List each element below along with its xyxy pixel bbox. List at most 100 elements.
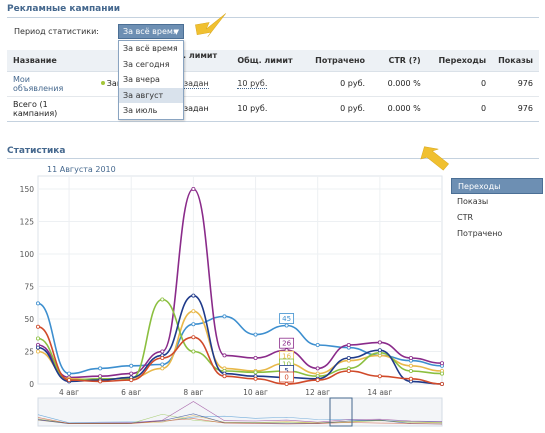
col-name: Название <box>7 50 89 72</box>
series-point <box>253 376 258 381</box>
stats-menu-clicks[interactable]: Переходы <box>451 178 543 194</box>
period-option-all[interactable]: За всё время <box>123 44 178 53</box>
data-label: 45 <box>279 313 295 324</box>
y-tick-label: 150 <box>20 185 35 194</box>
y-tick-label: 75 <box>24 283 34 292</box>
data-label-box <box>279 337 295 349</box>
series-point <box>36 301 41 306</box>
series-point <box>160 362 165 367</box>
data-label: 0 <box>279 371 295 383</box>
series-point <box>67 371 72 376</box>
data-label-text: 26 <box>282 340 291 348</box>
series-point <box>346 368 351 373</box>
period-option-july[interactable]: За июль <box>123 106 158 116</box>
y-tick-label: 25 <box>24 348 34 357</box>
campaigns-rule <box>7 17 539 18</box>
data-label-text: 0 <box>284 374 288 382</box>
series-point <box>36 324 41 329</box>
statistics-title: Статистика <box>7 146 66 156</box>
chart-navigator[interactable] <box>37 397 443 427</box>
total-ctr: 0.000 % <box>371 96 427 122</box>
series-point <box>129 371 134 376</box>
chart-date: 11 Августа 2010 <box>47 165 116 174</box>
status-dot-icon <box>100 81 105 85</box>
series-point <box>315 366 320 371</box>
series-line-3 <box>37 298 443 381</box>
series-point <box>284 323 289 328</box>
x-tick-label: 4 авг <box>59 388 79 397</box>
series-point <box>222 314 227 319</box>
series-point <box>98 379 103 384</box>
series-point <box>98 366 103 371</box>
y-tick-label: 50 <box>24 315 34 324</box>
stats-menu-views[interactable]: Показы <box>457 197 489 206</box>
navigator-window[interactable] <box>329 397 353 427</box>
stats-menu-ctr[interactable]: CTR <box>457 213 474 222</box>
series-point <box>222 374 227 379</box>
campaign-name-link[interactable]: Мои объявления <box>13 74 64 93</box>
series-point <box>191 293 196 298</box>
series-point <box>377 374 382 379</box>
total-spent: 0 руб. <box>305 96 372 122</box>
stats-menu: Переходы Показы CTR Потрачено <box>451 178 543 242</box>
stats-menu-spent[interactable]: Потрачено <box>457 229 503 238</box>
row-name[interactable]: Мои объявления <box>7 71 89 97</box>
series-point <box>191 335 196 340</box>
table-header-row: Название Дн. лимит (?) Общ. лимит Потрач… <box>7 50 539 72</box>
series-line-4 <box>37 294 443 385</box>
day-limit-value[interactable]: Не задан <box>170 79 209 89</box>
series-point <box>408 363 413 368</box>
statistics-rule <box>7 158 539 159</box>
total-clicks: 0 <box>426 96 493 122</box>
series-point <box>191 349 196 354</box>
period-select[interactable]: За всё время ▼ <box>118 24 184 39</box>
series-point <box>439 371 444 376</box>
col-clicks: Переходы <box>426 50 493 72</box>
navigator-line-1 <box>37 401 443 424</box>
series-point <box>439 361 444 366</box>
series-point <box>408 368 413 373</box>
series-point <box>377 340 382 345</box>
series-point <box>191 322 196 327</box>
data-label-box <box>279 371 295 383</box>
series-point <box>377 348 382 353</box>
pointer-arrow-icon-2 <box>420 146 449 171</box>
series-point <box>191 309 196 314</box>
pointer-arrow-icon <box>195 13 227 38</box>
x-tick-label: 6 авг <box>121 388 141 397</box>
period-label: Период статистики: <box>14 27 99 36</box>
col-views: Показы <box>492 50 539 72</box>
series-point <box>222 353 227 358</box>
campaigns-title: Рекламные кампании <box>7 4 121 14</box>
col-spent: Потрачено <box>305 50 372 72</box>
table-row: Мои объявления Запущена Не задан 10 руб.… <box>7 71 539 97</box>
row-total-limit[interactable]: 10 руб. <box>231 71 306 97</box>
y-tick-label: 125 <box>20 218 35 227</box>
period-option-august[interactable]: За август <box>119 87 183 104</box>
series-point <box>36 345 41 350</box>
total-limit-value[interactable]: 10 руб. <box>237 79 268 89</box>
data-label: 26 <box>279 337 295 349</box>
data-label-text: 45 <box>282 315 291 323</box>
navigator-line-5 <box>37 417 443 425</box>
series-point <box>408 376 413 381</box>
series-point <box>284 381 289 386</box>
period-option-yesterday[interactable]: За вчера <box>123 75 160 85</box>
period-option-today[interactable]: За сегодня <box>123 59 170 69</box>
series-point <box>36 349 41 354</box>
series-point <box>253 355 258 360</box>
row-spent: 0 руб. <box>305 71 372 97</box>
row-views: 976 <box>492 71 539 97</box>
series-point <box>346 342 351 347</box>
data-label-box <box>279 313 295 324</box>
x-tick-label: 12 авг <box>305 388 330 397</box>
col-ctr: CTR (?) <box>371 50 427 72</box>
x-tick-label: 8 авг <box>183 388 203 397</box>
x-tick-label: 10 авг <box>243 388 268 397</box>
series-point <box>160 297 165 302</box>
series-point <box>253 332 258 337</box>
chevron-down-icon: ▼ <box>173 28 179 36</box>
col-total-limit: Общ. лимит <box>231 50 306 72</box>
series-point <box>160 355 165 360</box>
